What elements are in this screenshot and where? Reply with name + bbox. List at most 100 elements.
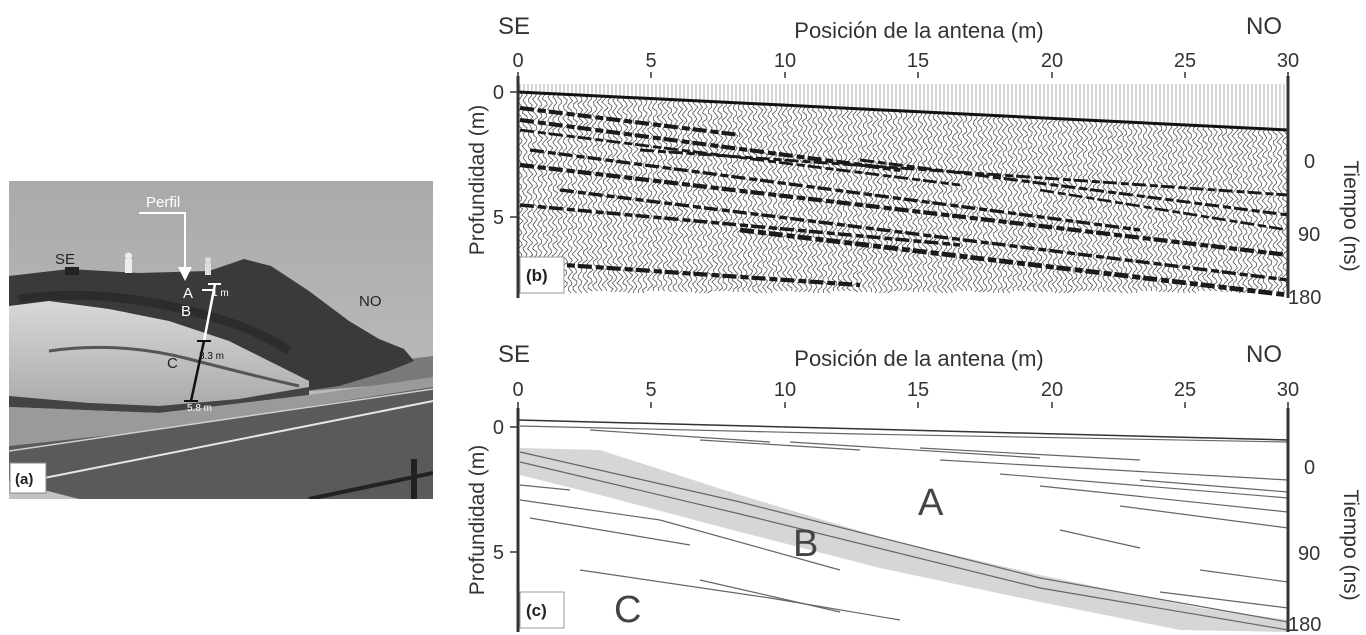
panel-c-tag-box xyxy=(519,591,565,629)
panel-c-y2-tick-180: 180 xyxy=(1288,614,1321,635)
road-line xyxy=(28,400,433,482)
trace xyxy=(901,110,909,292)
panel-b-dir-se: SE xyxy=(498,13,530,40)
trace xyxy=(1186,124,1194,294)
trace xyxy=(1206,125,1214,292)
trace xyxy=(716,101,724,292)
trace xyxy=(1076,119,1084,292)
trace xyxy=(621,96,629,293)
trace xyxy=(1061,118,1069,294)
trace xyxy=(1191,124,1199,294)
light-rock-face xyxy=(9,301,309,413)
reflector xyxy=(519,259,861,288)
label-profile: Perfil xyxy=(146,194,180,211)
trace xyxy=(851,108,859,293)
trace xyxy=(1056,118,1064,294)
mark-5m: 5.8 m xyxy=(187,403,212,414)
trace xyxy=(886,109,894,294)
trace xyxy=(896,110,904,292)
tick-label: 25 xyxy=(1174,379,1196,401)
interpretation-lines xyxy=(519,425,1289,631)
interpretation-line xyxy=(519,451,1289,623)
trace xyxy=(801,105,809,293)
panel-b-y-tick-5: 5 xyxy=(493,207,504,229)
trace xyxy=(971,114,979,293)
tick-label: 5 xyxy=(645,379,656,401)
person-1-head xyxy=(125,252,132,260)
trace xyxy=(961,113,969,292)
reflector xyxy=(519,162,1289,258)
trace xyxy=(1276,129,1284,293)
panel-b-y-title: Profundidad (m) xyxy=(466,105,489,256)
reflector xyxy=(1039,188,1289,232)
trace xyxy=(1066,118,1074,294)
trace xyxy=(991,115,999,294)
rock-band-1 xyxy=(18,290,292,355)
trace xyxy=(696,100,704,294)
trace xyxy=(1081,119,1089,292)
trace xyxy=(856,108,864,293)
trace xyxy=(821,106,829,294)
trace xyxy=(646,98,654,292)
panel-b-y2-tick-90: 90 xyxy=(1298,224,1320,246)
panel-b-y2-title: Tiempo (ns) xyxy=(1339,160,1362,271)
tick-label: 20 xyxy=(1041,50,1063,72)
person-1 xyxy=(125,259,132,273)
tick-label: 30 xyxy=(1277,379,1299,401)
interpretation-line xyxy=(519,425,1289,443)
trace xyxy=(671,99,679,293)
unit-b-label: B xyxy=(793,523,818,565)
panel-b-y2-tick-0: 0 xyxy=(1304,151,1315,173)
unit-b-label: B xyxy=(181,303,191,320)
trace xyxy=(916,111,924,293)
trace xyxy=(876,109,884,294)
trace xyxy=(701,100,709,294)
tick-label: 30 xyxy=(1277,50,1299,72)
panel-c-dir-se: SE xyxy=(498,341,530,368)
unit-b-band xyxy=(520,448,1288,632)
trace xyxy=(946,112,954,294)
trace xyxy=(1271,128,1279,292)
interpretation-line xyxy=(589,429,771,443)
gpr-equipment xyxy=(65,267,79,275)
reflector xyxy=(559,188,1289,282)
trace xyxy=(926,111,934,293)
panel-b-tag: (b) xyxy=(526,266,548,285)
panel-b-dir-no: NO xyxy=(1246,13,1282,40)
tick-label: 5 xyxy=(645,50,656,72)
trace xyxy=(1171,123,1179,293)
panel-c-y-tick-0: 0 xyxy=(493,417,504,439)
panel-c-x-tickmarks xyxy=(517,402,1289,408)
person-2 xyxy=(205,263,211,275)
tick-label: 0 xyxy=(512,50,523,72)
trace xyxy=(966,113,974,291)
interpretation-line xyxy=(529,517,691,546)
trace xyxy=(1101,120,1109,293)
trace xyxy=(1266,128,1274,292)
panel-c-y2-tick-0: 0 xyxy=(1304,457,1315,479)
trace xyxy=(651,98,659,291)
trace xyxy=(1111,120,1119,293)
unit-a-label: A xyxy=(918,482,944,524)
road-edge xyxy=(9,388,433,452)
interpretation-line xyxy=(1139,479,1289,493)
trace xyxy=(741,102,749,293)
interpretation-line xyxy=(699,579,841,613)
trace xyxy=(1051,118,1059,294)
trace xyxy=(1196,125,1204,292)
panel-b-y2-tick-180: 180 xyxy=(1288,287,1321,309)
panel-b: SE NO Posición de la antena (m) 0 5 10 1… xyxy=(466,13,1362,309)
panel-b-x-ticks: 0 5 10 15 20 25 30 xyxy=(512,50,1299,72)
trace xyxy=(686,99,694,293)
unit-c-label: C xyxy=(167,355,178,372)
reflector xyxy=(529,148,1141,232)
trace xyxy=(766,103,774,294)
trace xyxy=(1211,125,1219,292)
trace xyxy=(1176,124,1184,294)
trace xyxy=(1221,126,1229,293)
trace xyxy=(951,113,959,292)
trace xyxy=(756,103,764,294)
trace xyxy=(1131,121,1139,294)
interpretation-line xyxy=(999,473,1289,499)
trace xyxy=(776,104,784,292)
